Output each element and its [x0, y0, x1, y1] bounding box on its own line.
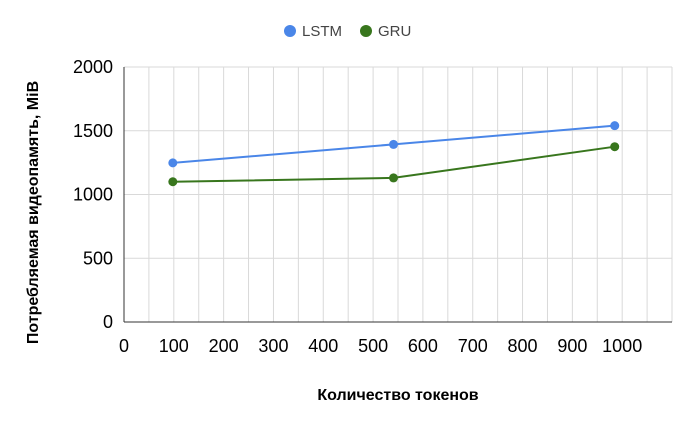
legend-item-gru: GRU: [360, 23, 411, 40]
data-point-lstm: [168, 158, 178, 168]
data-point-gru: [389, 173, 399, 183]
x-tick-label: 400: [308, 336, 338, 356]
y-tick-label: 2000: [73, 57, 113, 77]
legend-item-lstm: LSTM: [284, 23, 342, 40]
data-point-lstm: [610, 121, 620, 131]
x-tick-label: 1000: [602, 336, 642, 356]
series-layer: [168, 121, 620, 187]
x-tick-label: 200: [209, 336, 239, 356]
y-axis-title: Потребляемая видеопамять, MiB: [25, 81, 42, 344]
x-tick-label: 600: [408, 336, 438, 356]
y-tick-label: 1000: [73, 185, 113, 205]
x-axis-title: Количество токенов: [317, 387, 478, 404]
x-tick-label: 500: [358, 336, 388, 356]
gridlines: [124, 66, 673, 322]
y-tick-label: 1500: [73, 121, 113, 141]
data-point-gru: [610, 142, 620, 152]
data-point-gru: [168, 177, 178, 187]
legend-label: LSTM: [302, 23, 342, 40]
legend-label: GRU: [378, 23, 411, 40]
legend-marker: [360, 25, 372, 37]
x-tick-label: 700: [458, 336, 488, 356]
legend-marker: [284, 25, 296, 37]
data-point-lstm: [389, 139, 399, 149]
y-tick-label: 0: [103, 312, 113, 332]
y-tick-label: 500: [83, 248, 113, 268]
legend: LSTM GRU: [284, 23, 411, 40]
x-tick-label: 900: [557, 336, 587, 356]
x-tick-label: 100: [159, 336, 189, 356]
x-tick-label: 300: [258, 336, 288, 356]
x-tick-label: 800: [508, 336, 538, 356]
axes: 0 100 200 300 400 500 600 700 800 900 1000 0 500 1000…: [73, 57, 672, 356]
x-tick-label: 0: [119, 336, 129, 356]
